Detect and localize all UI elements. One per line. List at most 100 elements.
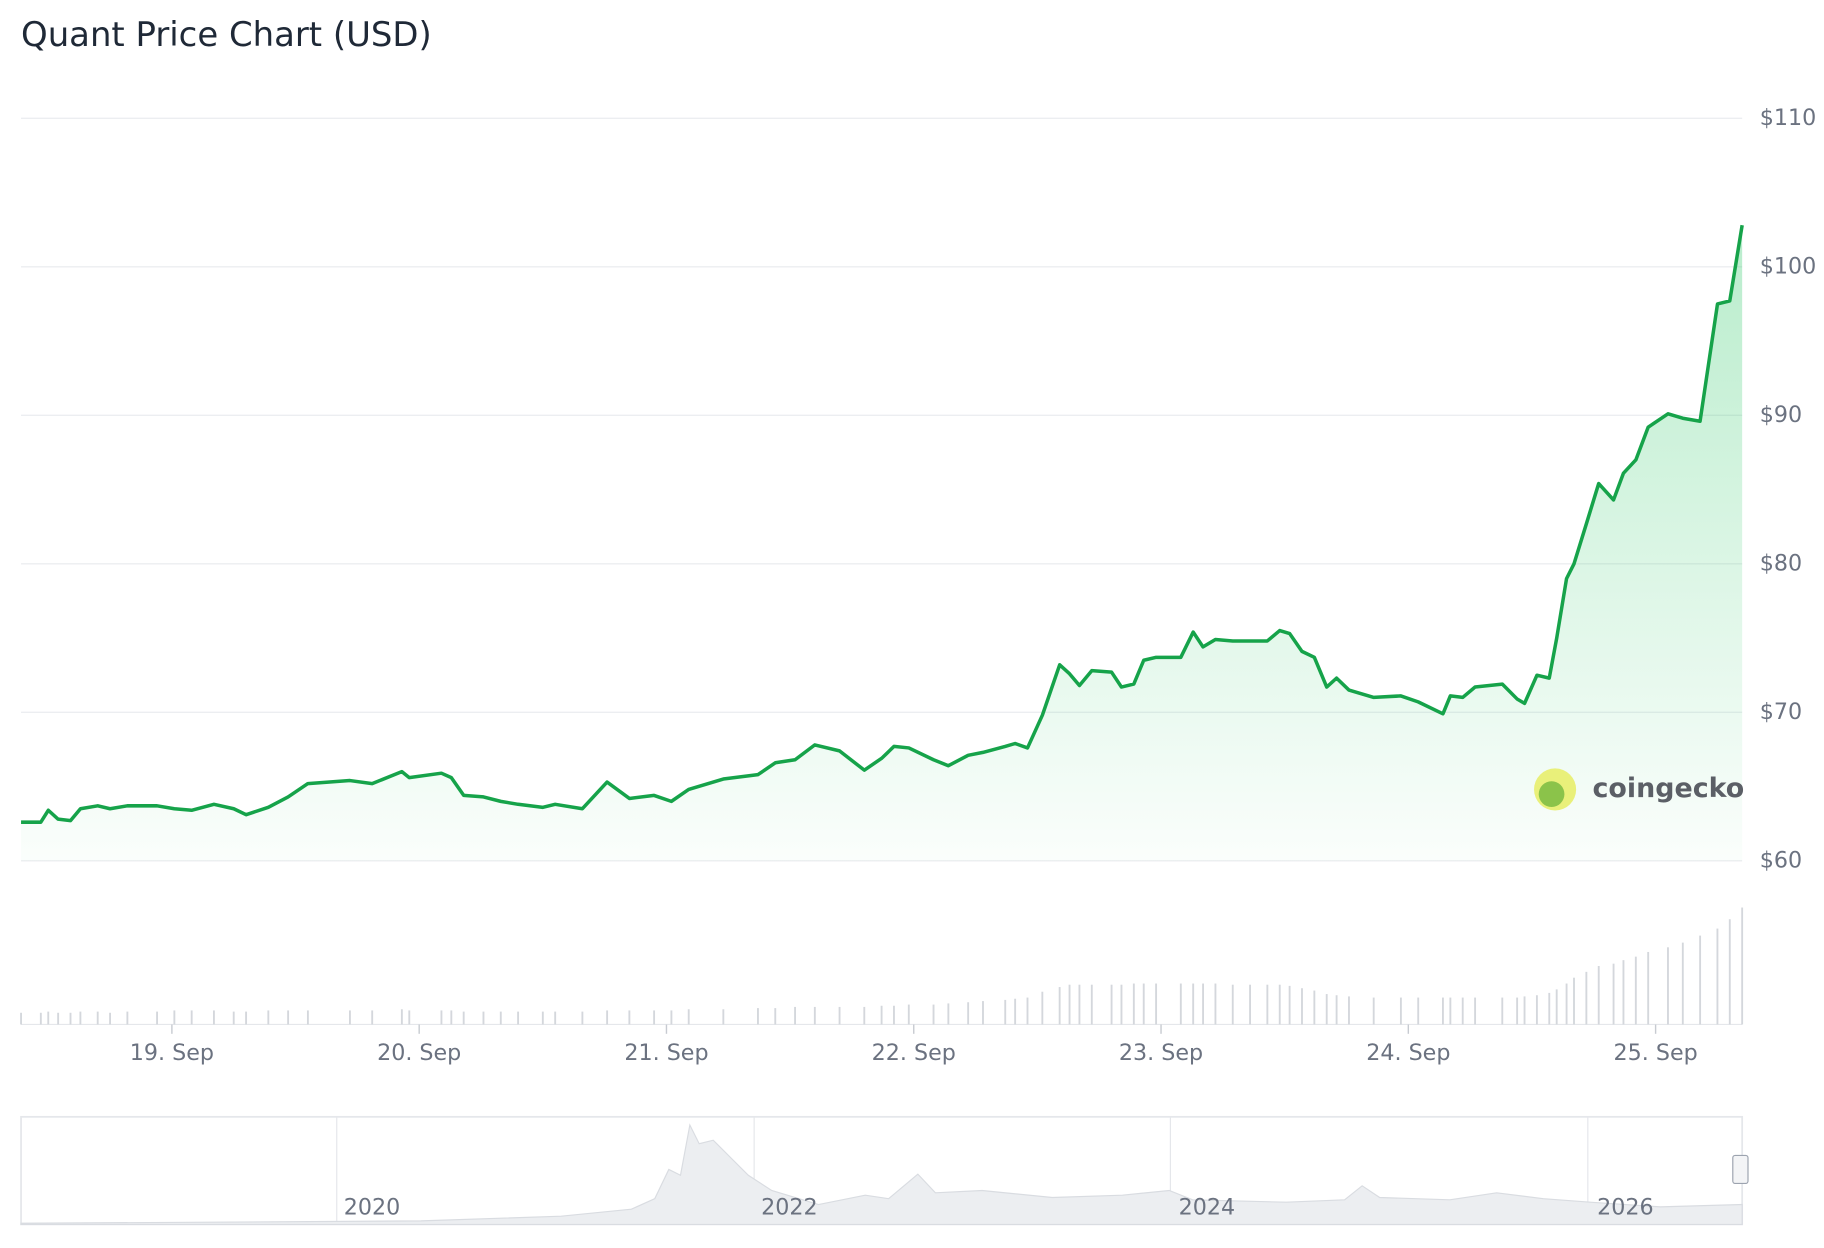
volume-bar: [1231, 984, 1234, 1025]
volume-bar: [880, 1005, 883, 1025]
navigator-area: [20, 1123, 1743, 1225]
volume-bar: [757, 1008, 759, 1025]
volume-bar: [96, 1011, 99, 1025]
y-tick-label: $100: [1760, 253, 1817, 279]
volume-bar: [1004, 999, 1007, 1025]
volume-bar: [1442, 997, 1444, 1025]
volume-bar: [687, 1009, 690, 1025]
volume-bar: [794, 1006, 796, 1025]
volume-bar: [440, 1010, 443, 1025]
volume-bar: [1699, 935, 1702, 1025]
volume-bar: [400, 1009, 403, 1025]
volume-bar: [628, 1010, 631, 1025]
volume-bar: [907, 1004, 910, 1025]
y-tick-label: $60: [1760, 847, 1802, 873]
volume-bar: [947, 1003, 950, 1025]
volume-bar: [1399, 997, 1402, 1025]
volume-bar: [1155, 983, 1158, 1025]
volume-bar: [1667, 947, 1669, 1025]
volume-bar: [581, 1011, 584, 1025]
volume-bar: [1585, 971, 1588, 1025]
volume-bar: [1288, 985, 1291, 1025]
volume-bar: [1266, 984, 1269, 1025]
volume-bar: [541, 1011, 544, 1025]
volume-bar: [893, 1005, 895, 1025]
volume-bar: [1179, 983, 1182, 1025]
volume-bar: [306, 1010, 309, 1025]
volume-bar: [967, 1002, 970, 1025]
volume-bar: [1535, 995, 1538, 1025]
x-tick-label: 22. Sep: [872, 1040, 956, 1066]
volume-bar: [1278, 984, 1281, 1025]
volume-bar: [232, 1011, 235, 1025]
volume-bar: [932, 1004, 935, 1025]
watermark-logo: [1538, 781, 1565, 807]
volume-bar: [245, 1011, 248, 1025]
volume-bar: [1565, 983, 1568, 1025]
volume-bar: [173, 1010, 176, 1025]
volume-bar: [1417, 997, 1420, 1025]
volume-bar: [39, 1012, 42, 1025]
chart-title: Quant Price Chart (USD): [21, 15, 432, 54]
volume-bar: [482, 1011, 485, 1025]
volume-bar: [1014, 998, 1017, 1025]
volume-bar: [1110, 984, 1113, 1025]
watermark: coingecko: [1534, 768, 1744, 811]
volume-bar: [1192, 983, 1195, 1025]
volume-bar: [670, 1010, 673, 1025]
y-tick-label: $70: [1760, 699, 1802, 725]
watermark-text: coingecko: [1592, 773, 1744, 804]
navigator-label: 2022: [761, 1195, 818, 1221]
volume-bar: [1058, 987, 1061, 1025]
y-tick-label: $80: [1760, 550, 1802, 576]
volume-bar: [79, 1011, 82, 1025]
volume-bar: [126, 1011, 129, 1025]
navigator-handle[interactable]: [1732, 1154, 1749, 1185]
volume-bar: [554, 1011, 557, 1025]
volume-bar: [1548, 992, 1551, 1025]
volume-bar: [863, 1006, 866, 1025]
volume-bar: [774, 1008, 777, 1025]
volume-bar: [109, 1012, 112, 1025]
volume-bar: [349, 1010, 351, 1025]
volume-bar: [1348, 996, 1350, 1025]
volume-bar: [1728, 919, 1731, 1025]
navigator: 2020 2022 2024 2026: [20, 1115, 1749, 1226]
volume-bar: [1449, 997, 1452, 1025]
volume-bar: [1523, 996, 1526, 1025]
volume-bar: [1120, 984, 1123, 1025]
volume-bar: [722, 1009, 725, 1025]
volume-bar: [462, 1011, 465, 1025]
volume-bar: [1202, 983, 1205, 1025]
volume-bar: [371, 1010, 374, 1025]
volume-bar: [653, 1010, 656, 1025]
volume-bar: [838, 1006, 841, 1025]
volume-bar: [1068, 984, 1071, 1025]
x-tick-label: 21. Sep: [624, 1040, 708, 1066]
x-tick-label: 23. Sep: [1119, 1040, 1203, 1066]
volume-bar: [1634, 956, 1637, 1025]
y-tick-label: $90: [1760, 402, 1802, 428]
volume-bar: [267, 1010, 270, 1025]
volume-bar: [517, 1011, 520, 1025]
volume-bar: [1372, 997, 1375, 1025]
navigator-label: 2020: [344, 1195, 401, 1221]
volume-bar: [1335, 995, 1338, 1025]
volume-bar: [287, 1010, 290, 1025]
volume-bar: [1622, 960, 1625, 1025]
volume-bar: [1716, 928, 1719, 1025]
volume-bar: [499, 1011, 502, 1025]
y-tick-label: $110: [1760, 105, 1817, 131]
volume-bar: [1313, 990, 1316, 1025]
volume-bar: [813, 1006, 816, 1025]
price-area: [21, 225, 1743, 861]
volume-bar: [57, 1012, 60, 1025]
volume-bar: [1647, 951, 1650, 1025]
volume-bar: [1474, 997, 1477, 1025]
volume-bar: [1026, 997, 1029, 1025]
volume-bar: [1741, 907, 1744, 1025]
volume-bar: [1301, 988, 1303, 1025]
volume-bar: [1612, 963, 1615, 1025]
volume-bar: [69, 1012, 72, 1025]
